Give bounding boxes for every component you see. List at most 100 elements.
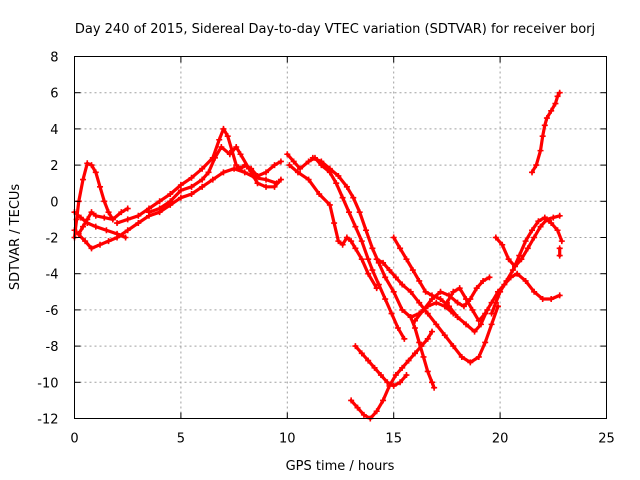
data-point xyxy=(156,198,163,205)
data-point xyxy=(537,223,544,230)
data-point xyxy=(297,165,304,172)
data-point xyxy=(422,288,429,295)
data-point xyxy=(339,194,346,201)
data-point xyxy=(177,187,184,194)
data-point xyxy=(522,238,529,245)
data-point xyxy=(88,209,95,216)
data-point xyxy=(188,183,195,190)
data-point xyxy=(114,220,121,227)
data-point xyxy=(399,306,406,313)
data-point xyxy=(424,335,431,342)
data-point xyxy=(88,245,95,252)
data-point xyxy=(358,350,365,357)
data-point xyxy=(556,245,563,252)
data-point xyxy=(420,353,427,360)
data-point xyxy=(365,357,372,364)
data-point xyxy=(290,158,297,165)
data-point xyxy=(216,136,223,143)
series-line xyxy=(287,163,379,290)
data-point xyxy=(177,194,184,201)
data-point xyxy=(118,209,125,216)
data-point xyxy=(343,183,350,190)
data-point xyxy=(101,214,108,221)
data-point xyxy=(237,165,244,172)
data-point xyxy=(416,339,423,346)
data-point xyxy=(124,205,131,212)
data-point xyxy=(237,151,244,158)
series-track-1 xyxy=(71,160,116,241)
series-track-16 xyxy=(443,270,563,324)
data-point xyxy=(97,241,104,248)
data-point xyxy=(135,220,142,227)
data-point xyxy=(369,245,376,252)
y-tick-label: -2 xyxy=(46,232,59,247)
data-point xyxy=(124,216,131,223)
data-point xyxy=(75,230,82,237)
data-point xyxy=(463,321,470,328)
data-point xyxy=(411,350,418,357)
data-point xyxy=(497,288,504,295)
data-point xyxy=(80,176,87,183)
data-point xyxy=(390,234,397,241)
data-point xyxy=(245,165,252,172)
data-point xyxy=(394,325,401,331)
data-point xyxy=(380,397,387,404)
series-track-12 xyxy=(373,256,501,366)
series-track-20 xyxy=(556,245,563,259)
data-point xyxy=(167,198,174,205)
data-point xyxy=(552,100,559,107)
data-point xyxy=(416,299,423,306)
data-point xyxy=(188,174,195,181)
data-point xyxy=(407,288,414,295)
data-point xyxy=(335,238,342,245)
series-line xyxy=(530,91,562,174)
data-point xyxy=(548,296,555,303)
data-point xyxy=(424,310,431,317)
y-axis-title: SDTVAR / TECUs xyxy=(8,184,23,291)
data-point xyxy=(499,241,506,248)
data-point xyxy=(488,310,495,317)
data-point xyxy=(103,227,110,234)
data-point xyxy=(384,379,391,386)
data-point xyxy=(105,209,112,216)
data-point xyxy=(348,238,355,245)
data-point xyxy=(469,306,476,313)
data-point xyxy=(548,220,555,227)
data-point xyxy=(486,274,493,281)
data-point xyxy=(199,183,206,190)
data-point xyxy=(92,212,99,219)
data-point xyxy=(460,303,467,310)
data-point xyxy=(84,216,91,223)
data-point xyxy=(492,299,499,306)
data-point xyxy=(358,256,365,263)
data-point xyxy=(399,281,406,288)
data-point xyxy=(492,234,499,241)
series-track-10 xyxy=(352,343,410,389)
data-point xyxy=(331,220,338,227)
series-track-7 xyxy=(284,151,408,342)
data-point xyxy=(369,267,376,274)
series-track-5 xyxy=(114,125,284,227)
data-point xyxy=(354,404,361,411)
series-line xyxy=(115,127,283,225)
data-point xyxy=(373,256,380,263)
data-point xyxy=(358,238,365,245)
data-point xyxy=(550,214,557,221)
data-point xyxy=(365,256,372,263)
data-point xyxy=(377,372,384,379)
data-point xyxy=(454,299,461,306)
data-point xyxy=(539,296,546,303)
data-point xyxy=(556,89,563,96)
data-point xyxy=(450,343,457,350)
data-point xyxy=(441,332,448,339)
series-track-18 xyxy=(492,212,563,270)
data-point xyxy=(109,216,116,223)
data-point xyxy=(431,384,438,391)
data-point xyxy=(375,281,382,288)
data-point xyxy=(199,165,206,172)
data-point xyxy=(371,364,378,371)
data-point xyxy=(233,162,240,169)
data-point xyxy=(326,165,333,172)
data-point xyxy=(352,245,359,252)
data-point xyxy=(305,158,312,165)
